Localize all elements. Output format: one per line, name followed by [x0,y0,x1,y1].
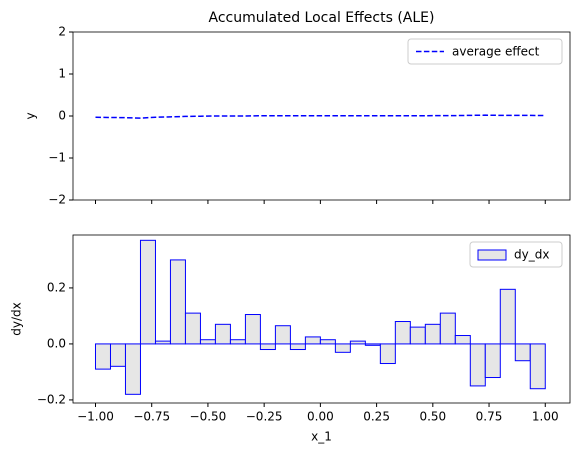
bar [139,239,156,345]
x-tick-label: −0.25 [246,410,283,424]
axes-frame [72,31,571,201]
y-axis-label: y [24,112,38,119]
bar [469,343,486,387]
bar [154,340,171,345]
bar [289,343,306,351]
bar [334,343,351,353]
legend-label: dy_dx [514,248,549,262]
bar [349,340,366,345]
legend-swatch [477,249,507,261]
y-tick-label: 0 [58,109,66,123]
y-tick-label: −2 [48,193,66,207]
x-tick-label: 0.50 [419,410,446,424]
bar [274,325,291,345]
x-tick-label: −1.00 [77,410,114,424]
bar [94,343,111,370]
y-tick-label: −0.2 [37,392,66,406]
bar [229,339,246,345]
bar [199,339,216,345]
x-tick-label: 0.25 [363,410,390,424]
bar [394,321,411,345]
legend-label: average effect [452,45,540,59]
bar [124,343,141,395]
line [95,114,546,119]
x-axis-label: x_1 [311,430,332,444]
bar [169,259,186,345]
legend-box [407,38,563,65]
bar [319,339,336,345]
y-tick-label: 1 [58,67,66,81]
x-tick-label: 0.75 [476,410,503,424]
bar [514,343,531,362]
bar [529,343,546,390]
bar [454,335,471,345]
bar [364,343,381,346]
chart-title: Accumulated Local Effects (ALE) [209,10,435,26]
bar [439,312,456,345]
y-tick-label: 0.0 [47,336,66,350]
bar [259,343,276,351]
x-tick-label: 1.00 [532,410,559,424]
bar [499,288,516,345]
bar [214,323,231,345]
axes-frame [72,234,571,404]
y-tick-label: 2 [58,25,66,39]
bar [109,343,126,367]
bar [424,323,441,345]
bar [484,343,501,379]
bar [244,314,261,345]
x-tick-label: 0.00 [307,410,334,424]
bar [409,326,426,345]
bar [379,343,396,365]
x-tick-label: −0.50 [190,410,227,424]
y-axis-label: dy/dx [10,302,24,335]
bar [184,312,201,345]
bar [304,336,321,345]
x-tick-label: −0.75 [133,410,170,424]
legend-box [469,241,563,268]
y-tick-label: −1 [48,151,66,165]
y-tick-label: 0.2 [47,280,66,294]
